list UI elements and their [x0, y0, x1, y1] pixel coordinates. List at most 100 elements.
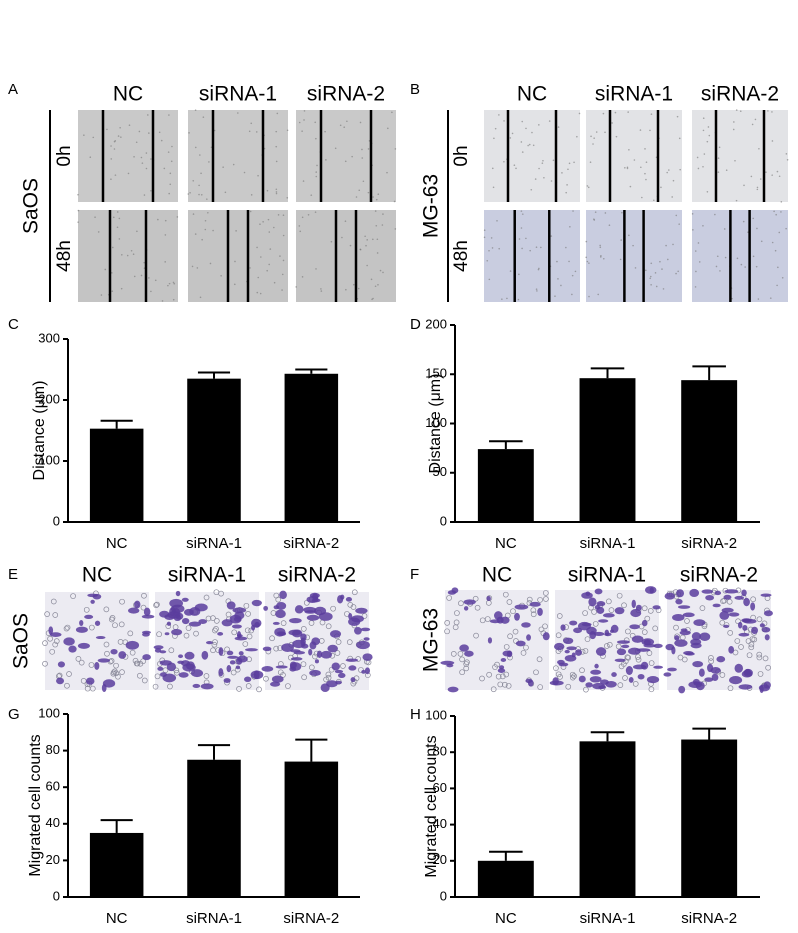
speck: [706, 191, 709, 193]
cell: [288, 629, 301, 636]
speck: [644, 172, 646, 175]
pore: [334, 650, 341, 656]
cell: [157, 666, 164, 671]
speck: [776, 170, 779, 173]
panel-letter: A: [8, 81, 18, 98]
cell: [554, 642, 565, 651]
cell: [737, 621, 743, 629]
micrograph: [296, 210, 396, 302]
speck: [382, 213, 384, 215]
cell: [231, 624, 242, 629]
cell: [57, 661, 66, 668]
pore: [103, 606, 110, 613]
cell: [320, 650, 332, 659]
y-tick-label: 0: [440, 888, 447, 903]
speck: [367, 191, 370, 194]
speck: [168, 282, 171, 285]
pore: [537, 597, 543, 603]
speck: [645, 178, 647, 181]
cell: [110, 648, 118, 655]
speck: [256, 246, 258, 249]
cell: [314, 659, 319, 664]
speck: [599, 256, 602, 258]
cell: [631, 635, 644, 643]
speck: [733, 121, 735, 123]
column-label: siRNA-2: [680, 564, 758, 587]
speck: [160, 139, 163, 142]
speck: [140, 274, 143, 277]
cell: [173, 614, 182, 621]
y-tick-label: 200: [38, 391, 60, 406]
pore: [624, 654, 631, 661]
pore: [53, 638, 60, 644]
pore: [499, 673, 506, 680]
cell: [175, 590, 181, 597]
speck: [130, 249, 133, 252]
cell: [271, 675, 284, 683]
cell: [316, 650, 323, 658]
speck: [320, 288, 322, 290]
speck: [665, 244, 667, 247]
speck: [148, 132, 150, 134]
cell: [159, 610, 170, 618]
pore: [648, 686, 655, 693]
speck: [83, 134, 85, 136]
speck: [77, 209, 80, 212]
cell: [236, 631, 242, 639]
cell: [590, 669, 602, 675]
x-tick-label: siRNA-2: [283, 910, 339, 927]
cell: [162, 673, 177, 683]
speck: [361, 157, 364, 159]
pore: [245, 610, 251, 617]
y-tick-label: 0: [53, 513, 60, 528]
cell: [632, 664, 647, 670]
pore: [592, 621, 599, 627]
pore: [542, 590, 549, 596]
speck: [525, 127, 527, 130]
speck: [110, 178, 112, 180]
pore: [42, 660, 48, 667]
cell: [101, 683, 107, 693]
speck: [199, 154, 201, 156]
speck: [161, 300, 164, 302]
speck: [275, 130, 278, 133]
pore: [681, 656, 688, 663]
cell: [189, 607, 201, 616]
speck: [593, 218, 595, 220]
speck: [222, 166, 224, 168]
pore: [526, 596, 533, 603]
cell: [628, 647, 641, 655]
y-tick-label: 80: [46, 742, 60, 757]
cell: [356, 640, 370, 650]
speck: [234, 260, 236, 263]
pore: [727, 630, 734, 636]
speck: [490, 237, 493, 239]
speck: [662, 288, 665, 290]
cell: [689, 588, 700, 598]
cell: [744, 668, 751, 676]
speck: [315, 171, 318, 173]
micrograph: [188, 110, 288, 202]
cell: [630, 609, 642, 618]
speck: [734, 159, 736, 162]
speck: [188, 132, 190, 134]
row-label: 0h: [451, 145, 472, 166]
speck: [571, 293, 573, 296]
pore: [300, 661, 307, 668]
speck: [666, 171, 668, 174]
pore: [606, 641, 613, 648]
cell: [741, 618, 752, 623]
speck: [387, 127, 389, 130]
cell: [234, 611, 245, 620]
cell: [682, 612, 695, 618]
cell: [335, 680, 342, 685]
cell: [691, 632, 701, 641]
pore: [533, 669, 539, 676]
pore: [104, 650, 110, 657]
column-label: siRNA-2: [307, 83, 385, 106]
speck: [157, 218, 159, 221]
speck: [126, 254, 129, 257]
cell: [125, 640, 140, 650]
speck: [494, 127, 497, 130]
x-tick-label: siRNA-1: [580, 910, 636, 927]
